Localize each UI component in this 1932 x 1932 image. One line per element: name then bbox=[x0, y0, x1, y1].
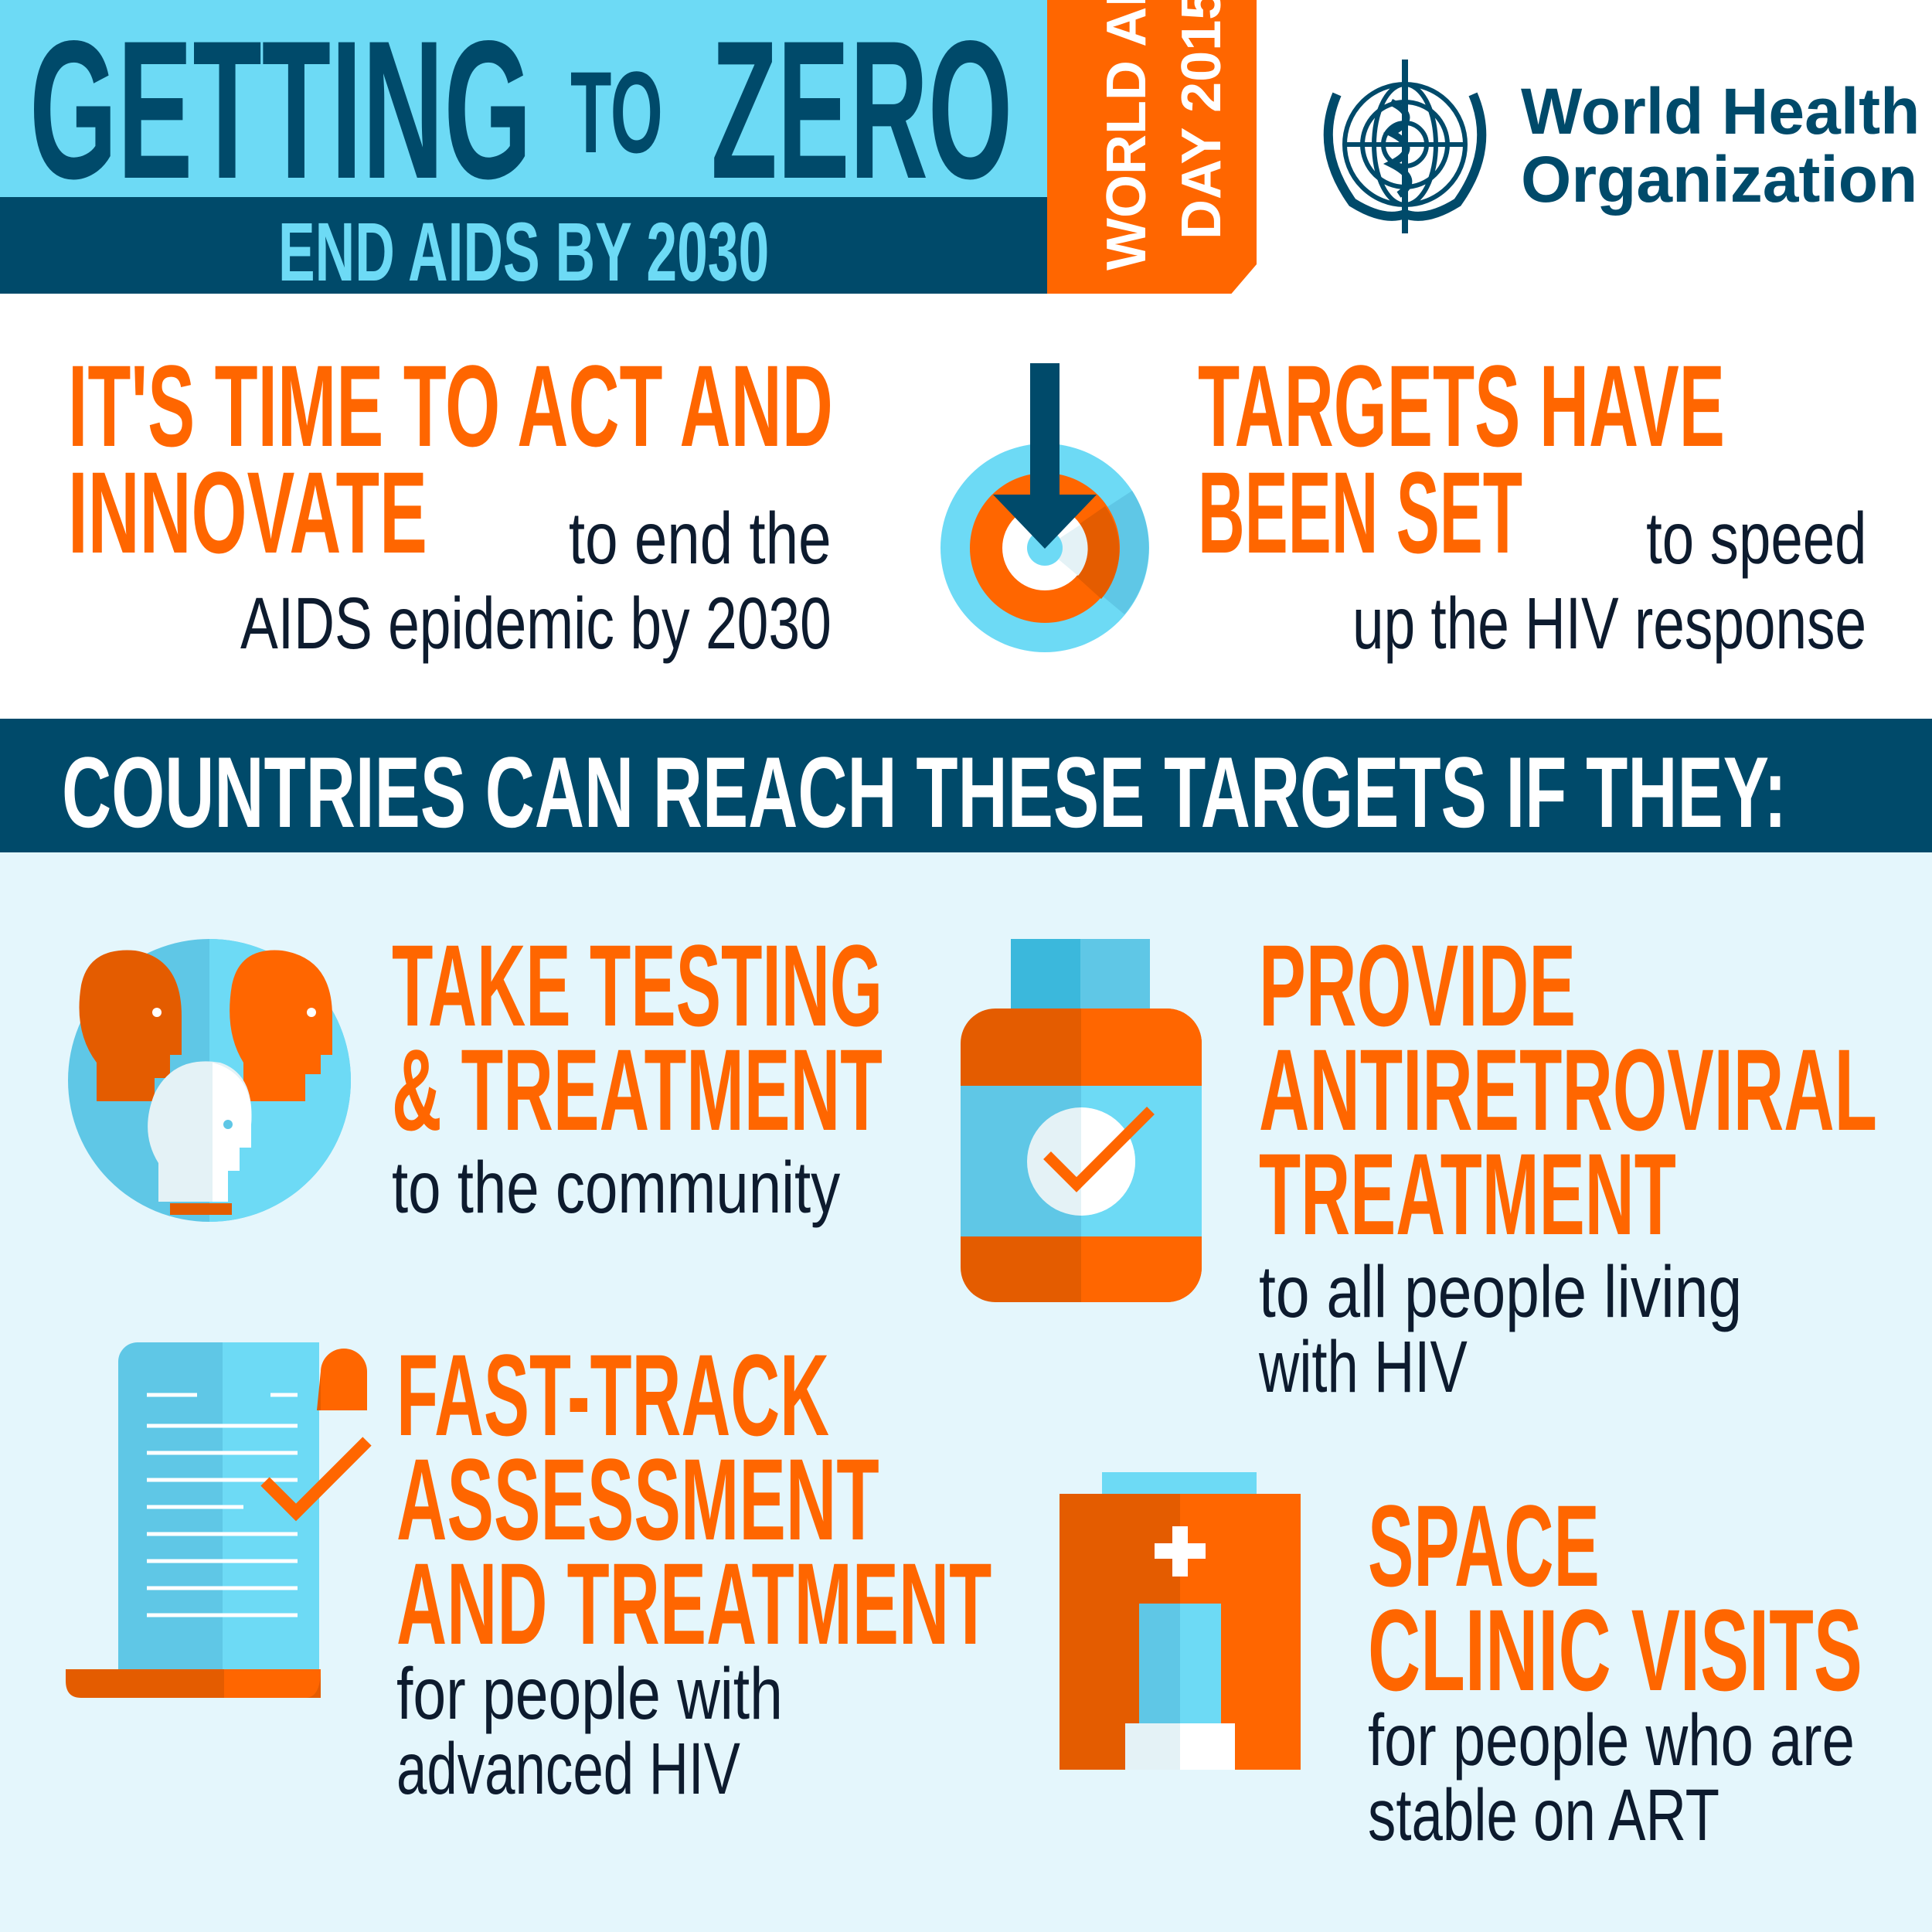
badge-line1: WORLD AIDS bbox=[1096, 0, 1158, 270]
intro-left-text-1: to end the bbox=[569, 498, 832, 580]
intro-left-heading-1: IT'S TIME TO ACT AND bbox=[68, 341, 833, 471]
badge-text: WORLD AIDS DAY 2015 bbox=[1090, 0, 1240, 270]
action-1-text-1: to the community bbox=[392, 1147, 841, 1229]
title-to: TO bbox=[570, 47, 663, 177]
banner-bar bbox=[0, 719, 1932, 852]
header-subtitle-bar bbox=[0, 197, 1047, 294]
intro-left-heading-2: INNOVATE bbox=[68, 447, 427, 577]
intro-right-text-2: up the HIV response bbox=[1352, 583, 1866, 665]
action-2-heading-1: PROVIDE bbox=[1259, 920, 1577, 1050]
subtitle: END AIDS BY 2030 bbox=[278, 205, 770, 298]
action-4-text-2: stable on ART bbox=[1368, 1774, 1720, 1856]
action-3-heading-3: AND TREATMENT bbox=[396, 1539, 992, 1668]
action-2-text-2: with HIV bbox=[1259, 1326, 1468, 1408]
header-title-panel bbox=[0, 0, 1047, 197]
action-2-text-1: to all people living bbox=[1259, 1251, 1743, 1333]
action-1-heading-1: TAKE TESTING bbox=[392, 920, 883, 1050]
action-3-text-1: for people with bbox=[396, 1653, 783, 1735]
who-name-line1: World Health bbox=[1521, 75, 1920, 148]
intro-right-text-1: to speed bbox=[1645, 498, 1866, 580]
action-1-heading-2: & TREATMENT bbox=[392, 1025, 883, 1155]
action-4-text-1: for people who are bbox=[1368, 1699, 1855, 1781]
who-name-line2: Organization bbox=[1521, 143, 1918, 216]
action-2-heading-2: ANTIRETROVIRAL bbox=[1259, 1025, 1877, 1155]
intro-left-text-2: AIDS epidemic by 2030 bbox=[240, 583, 832, 665]
target-arrow-icon bbox=[940, 363, 1149, 652]
action-2-heading-3: TREATMENT bbox=[1259, 1129, 1676, 1259]
intro-right-heading-1: TARGETS HAVE bbox=[1198, 341, 1725, 471]
banner-text: COUNTRIES CAN REACH THESE TARGETS IF THE… bbox=[62, 736, 1787, 849]
clinic-building-icon bbox=[1060, 1472, 1301, 1770]
medicine-bottle-icon bbox=[961, 939, 1202, 1302]
intro-right-heading-2: BEEN SET bbox=[1198, 447, 1523, 577]
checklist-document-icon bbox=[66, 1342, 372, 1698]
action-4-heading-1: SPACE bbox=[1368, 1481, 1600, 1611]
header-badge bbox=[1047, 0, 1257, 294]
who-name: World Health Organization bbox=[1521, 77, 1920, 213]
action-3-heading-1: FAST-TRACK bbox=[396, 1330, 829, 1460]
who-emblem-icon bbox=[1323, 60, 1487, 233]
title-zero: ZERO bbox=[711, 0, 1013, 220]
badge-line2: DAY 2015 bbox=[1171, 0, 1233, 240]
people-heads-icon bbox=[68, 939, 351, 1222]
action-3-heading-2: ASSESSMENT bbox=[396, 1434, 879, 1564]
action-4-heading-2: CLINIC VISITS bbox=[1368, 1585, 1862, 1715]
action-3-text-2: advanced HIV bbox=[396, 1728, 740, 1810]
title-getting: GETTING bbox=[29, 0, 532, 220]
